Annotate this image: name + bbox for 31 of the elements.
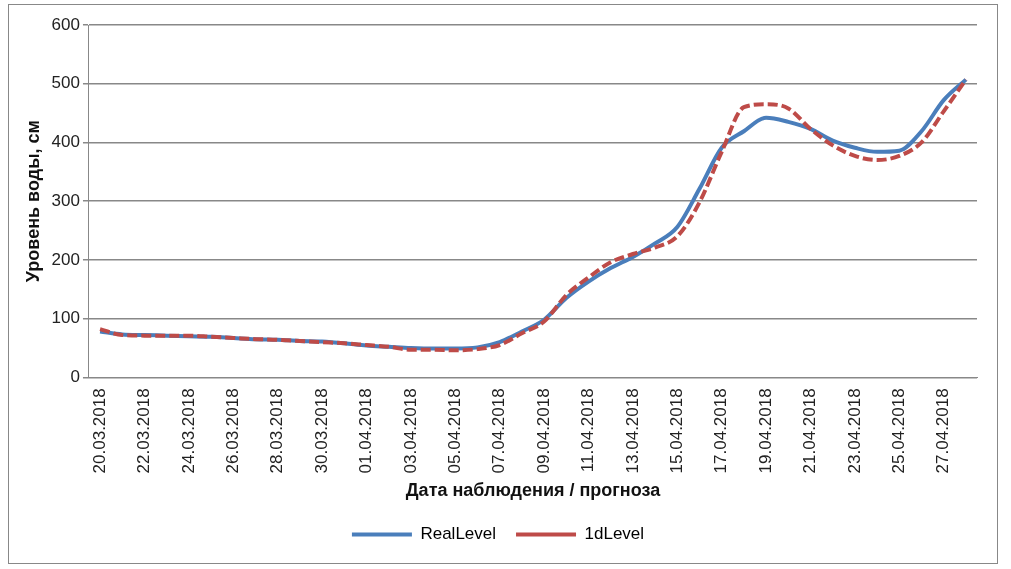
x-tick-label: 19.04.2018 xyxy=(755,388,775,474)
x-tick-label: 24.03.2018 xyxy=(178,388,198,474)
y-tick-label: 500 xyxy=(51,73,80,93)
x-tick-label: 25.04.2018 xyxy=(888,388,908,474)
y-tick-label: 600 xyxy=(51,14,80,34)
x-tick-label: 03.04.2018 xyxy=(400,388,420,474)
y-tick-label: 400 xyxy=(51,132,80,152)
x-tick-label: 22.03.2018 xyxy=(134,388,154,474)
x-tick-label: 17.04.2018 xyxy=(711,388,731,474)
x-tick-label: 27.04.2018 xyxy=(933,388,953,474)
x-tick-label: 28.03.2018 xyxy=(267,388,287,474)
x-tick-label: 26.03.2018 xyxy=(222,388,242,474)
legend-label: RealLevel xyxy=(420,524,497,544)
y-tick-label: 100 xyxy=(51,308,80,328)
x-tick-label: 20.03.2018 xyxy=(89,388,109,474)
x-tick-label: 01.04.2018 xyxy=(356,388,376,474)
x-axis-title: Дата наблюдения / прогноза xyxy=(405,480,662,501)
y-axis-title: Уровень воды, см xyxy=(22,120,43,283)
x-tick-label: 11.04.2018 xyxy=(578,388,598,473)
x-tick-label: 21.04.2018 xyxy=(800,388,820,474)
y-tick-label: 300 xyxy=(51,190,80,210)
x-tick-label: 09.04.2018 xyxy=(533,388,553,474)
legend-label: 1dLevel xyxy=(584,524,645,544)
x-tick-label: 13.04.2018 xyxy=(622,388,642,474)
x-tick-label: 15.04.2018 xyxy=(666,388,686,474)
x-tick-label: 05.04.2018 xyxy=(444,388,464,474)
x-tick-label: 30.03.2018 xyxy=(311,388,331,474)
x-tick-label: 23.04.2018 xyxy=(844,388,864,474)
y-tick-label: 200 xyxy=(51,249,80,269)
x-tick-label: 07.04.2018 xyxy=(489,388,509,474)
y-tick-label: 0 xyxy=(70,367,80,386)
